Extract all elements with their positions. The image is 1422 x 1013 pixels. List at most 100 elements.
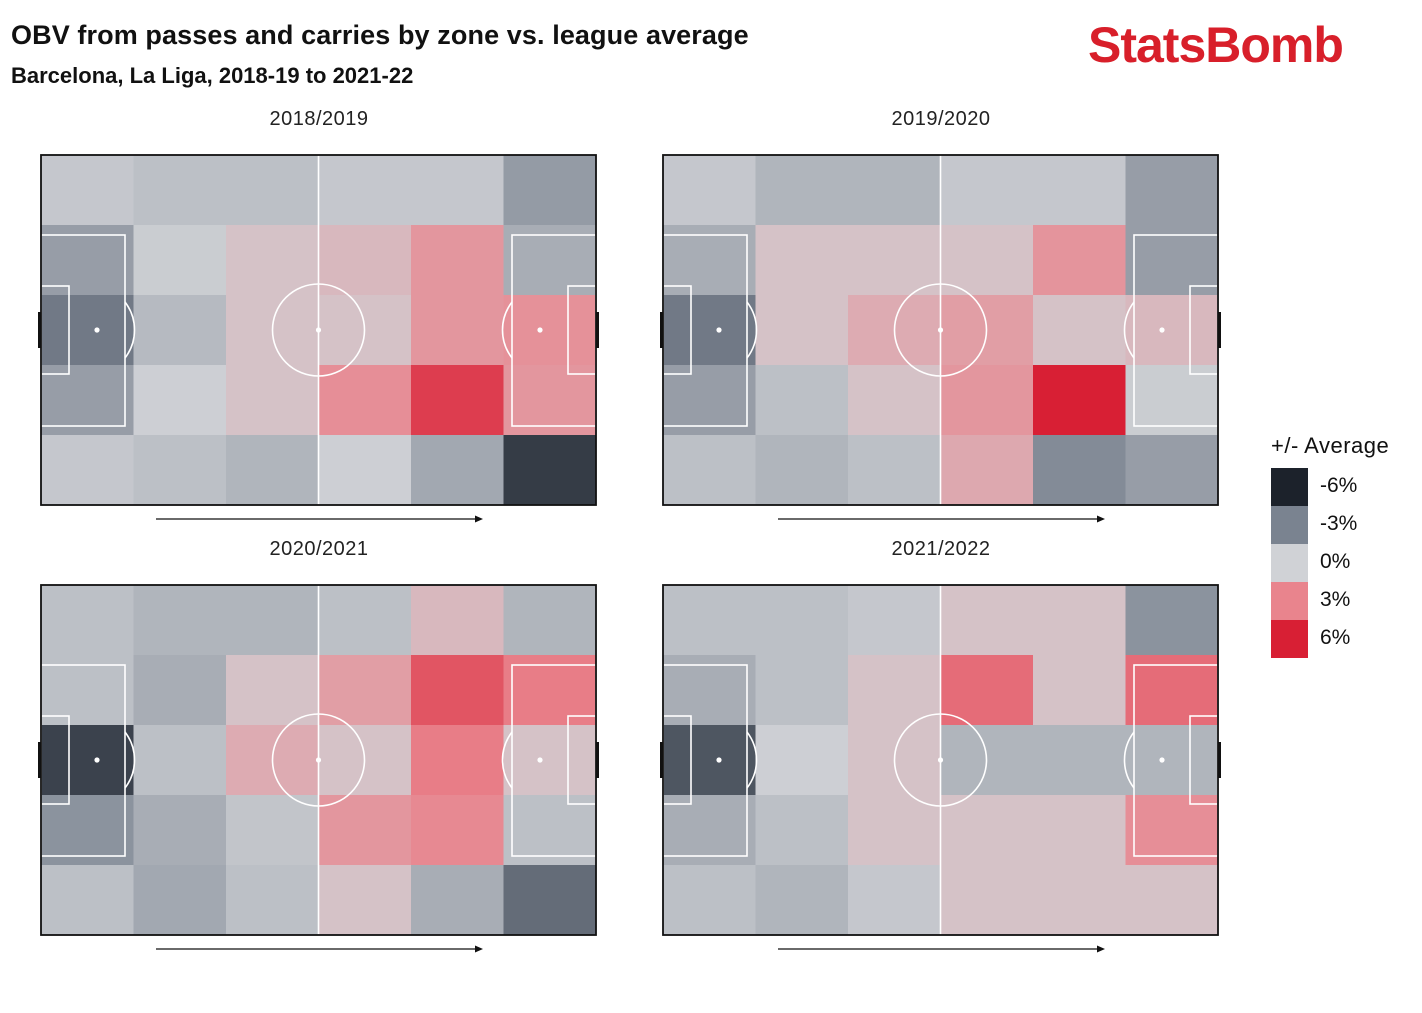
chart-title: OBV from passes and carries by zone vs. … [11,20,749,50]
right-goal [596,742,599,778]
zone-cell [848,435,941,506]
zone-cell [1125,435,1219,506]
pitch-title-2018-2019: 2018/2019 [269,108,369,130]
right-goal [1218,742,1221,778]
zone-cell [1033,295,1126,366]
zone-cell [663,295,756,366]
zone-cell [663,585,756,656]
zone-cell [41,655,134,726]
statsbomb-logo: StatsBomb [1088,17,1344,73]
legend-swatch [1271,544,1308,582]
left-penalty-arc [746,301,758,359]
zone-cell [226,225,319,296]
zone-cell [940,225,1034,296]
pitch-heatmap-2018-2019 [38,154,599,523]
zone-cell [41,435,134,506]
zone-cell [503,865,597,936]
zone-cell [41,795,134,866]
pitch-heatmap-2020-2021 [38,584,599,953]
zone-cell [1033,865,1126,936]
zone-cell [755,655,849,726]
zone-cell [663,225,756,296]
zone-cell [41,155,134,226]
zone-cell [1033,155,1126,226]
zone-cell [226,585,319,656]
left-goal [38,312,41,348]
zone-cell [755,725,849,796]
zone-cell [663,155,756,226]
zone-cell [940,155,1034,226]
zone-cell [503,655,597,726]
right-goal [1218,312,1221,348]
zone-cell [940,795,1034,866]
zone-cell [318,365,412,436]
zone-cell [503,725,597,796]
zone-cell [1033,655,1126,726]
left-penalty-spot [716,327,722,333]
chart-subtitle: Barcelona, La Liga, 2018-19 to 2021-22 [11,63,414,88]
legend-swatch [1271,506,1308,544]
zone-cell [663,435,756,506]
zone-cell [663,865,756,936]
zone-cell [411,795,504,866]
zone-cell [663,795,756,866]
centre-circle [893,283,988,377]
attack-direction-arrowhead [1097,515,1105,523]
right-penalty-spot [537,757,543,763]
zone-cell [318,435,412,506]
zone-cell [411,435,504,506]
pitch-title-2021-2022: 2021/2022 [891,538,991,560]
zone-cell [848,865,941,936]
zone-cell [940,435,1034,506]
zone-cell [226,865,319,936]
left-penalty-arc [124,301,136,359]
centre-circle [271,713,366,807]
zone-cell [503,155,597,226]
zone-cell [503,795,597,866]
attack-direction-arrowhead [1097,945,1105,953]
zone-cell [411,865,504,936]
zone-cell [755,155,849,226]
zone-cell [755,795,849,866]
legend-swatch [1271,582,1308,620]
zone-cell [503,365,597,436]
zone-cell [1125,655,1219,726]
legend-label: 6% [1320,626,1351,649]
right-penalty-spot [537,327,543,333]
zone-cell [503,435,597,506]
zone-cell [940,865,1034,936]
left-penalty-spot [716,757,722,763]
zone-cell [133,585,227,656]
left-penalty-arc [124,731,136,789]
zone-cell [848,155,941,226]
right-goal [596,312,599,348]
zone-cell [755,865,849,936]
zone-cell [411,585,504,656]
zone-cell [226,795,319,866]
zone-cell [1033,365,1126,436]
pitch-title-2020-2021: 2020/2021 [269,538,369,560]
zone-cell [318,585,412,656]
zone-cell [1125,295,1219,366]
zone-cell [41,225,134,296]
zone-cell [663,365,756,436]
zone-cell [848,795,941,866]
zone-cell [411,155,504,226]
legend-title: +/- Average [1271,433,1390,458]
centre-circle [271,283,366,377]
zone-cell [755,365,849,436]
zone-cell [1125,365,1219,436]
zone-cell [133,865,227,936]
zone-cell [133,435,227,506]
right-penalty-spot [1159,757,1165,763]
zone-cell [755,435,849,506]
zone-cell [1033,435,1126,506]
zone-cell [226,655,319,726]
zone-cell [318,865,412,936]
zone-cell [848,585,941,656]
legend-label: -6% [1320,474,1358,497]
zone-cell [848,365,941,436]
zone-cell [1033,225,1126,296]
zone-cell [663,655,756,726]
zone-cell [133,795,227,866]
